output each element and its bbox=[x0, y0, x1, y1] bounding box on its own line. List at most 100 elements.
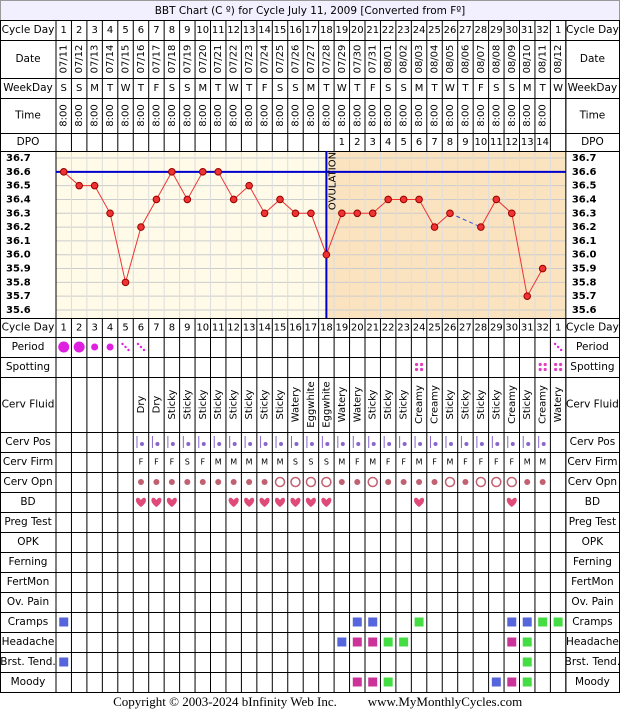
cycle-day: 25 bbox=[428, 25, 441, 36]
cycle-day: 27 bbox=[459, 323, 472, 334]
cycle-day: 9 bbox=[184, 323, 190, 334]
symptom-box bbox=[383, 677, 393, 687]
time: 8:00 bbox=[290, 104, 301, 126]
weekday: S bbox=[169, 83, 175, 94]
temp-point bbox=[492, 195, 501, 204]
time: 8:00 bbox=[167, 104, 178, 126]
cerv-fluid: Sticky bbox=[244, 389, 255, 419]
row-label: Period bbox=[12, 341, 45, 353]
cerv-fluid: Sticky bbox=[383, 389, 394, 419]
cerv-opn-open bbox=[274, 476, 286, 488]
date: 08/04 bbox=[430, 45, 441, 74]
cerv-opn-open bbox=[475, 476, 487, 488]
cerv-firm: F bbox=[401, 458, 406, 467]
cycle-day: 2 bbox=[76, 323, 82, 334]
weekday: M bbox=[523, 83, 532, 94]
cerv-firm: S bbox=[324, 458, 329, 467]
date: 07/21 bbox=[213, 45, 224, 74]
cerv-firm: M bbox=[524, 458, 531, 467]
time: 8:00 bbox=[136, 104, 147, 126]
date: 07/29 bbox=[337, 45, 348, 74]
date: 08/03 bbox=[414, 45, 425, 74]
cerv-firm: M bbox=[338, 458, 345, 467]
cycle-day: 1 bbox=[555, 25, 561, 36]
temp-point bbox=[291, 209, 300, 218]
temp-point bbox=[75, 181, 83, 190]
temp-point bbox=[137, 223, 145, 231]
cerv-firm: M bbox=[230, 458, 237, 467]
cerv-firm: M bbox=[539, 458, 546, 467]
cerv-fluid: Sticky bbox=[491, 389, 502, 419]
y-tick-label: 36.5 bbox=[6, 181, 31, 192]
cycle-day: 1 bbox=[555, 323, 561, 334]
row-label: Moody bbox=[11, 676, 46, 688]
cerv-pos-dot bbox=[371, 442, 376, 446]
cerv-opn-open bbox=[290, 476, 301, 488]
cycle-day: 9 bbox=[184, 25, 190, 36]
cycle-day: 5 bbox=[122, 25, 128, 36]
row-label-right: Ferning bbox=[573, 556, 612, 568]
date: 07/31 bbox=[368, 45, 379, 74]
spotting-dot bbox=[559, 362, 563, 367]
weekday: M bbox=[198, 83, 207, 94]
row-label: Spotting bbox=[6, 361, 50, 373]
spotting-dot bbox=[419, 362, 424, 367]
time: 8:00 bbox=[213, 104, 224, 126]
cerv-firm: F bbox=[386, 458, 391, 467]
temp-point bbox=[59, 168, 68, 176]
symptom-box bbox=[522, 637, 532, 647]
row-label: DPO bbox=[17, 136, 40, 148]
cerv-pos-dot bbox=[279, 442, 284, 446]
weekday: T bbox=[353, 83, 361, 94]
row-label: Cerv Pos bbox=[5, 436, 51, 448]
symptom-box bbox=[491, 677, 501, 687]
cerv-pos-dot bbox=[217, 442, 222, 446]
symptom-box bbox=[399, 637, 409, 647]
cycle-day: 27 bbox=[459, 25, 472, 36]
y-tick-label-right: 36.2 bbox=[572, 222, 597, 233]
symptom-box bbox=[368, 677, 378, 687]
spotting-dot bbox=[554, 367, 558, 372]
date: 08/12 bbox=[553, 45, 564, 74]
y-tick-label-right: 36.4 bbox=[572, 194, 597, 205]
postovulation-shade bbox=[326, 151, 566, 318]
cerv-fluid: Sticky bbox=[167, 389, 178, 419]
cerv-pos-dot bbox=[309, 442, 314, 446]
cerv-pos-dot bbox=[479, 442, 484, 446]
symptom-box bbox=[507, 617, 517, 627]
dpo: 11 bbox=[490, 137, 503, 148]
temp-point bbox=[353, 209, 362, 218]
date: 08/11 bbox=[538, 45, 549, 74]
cycle-day: 1 bbox=[61, 25, 67, 36]
cycle-day: 6 bbox=[138, 25, 144, 36]
cerv-firm: F bbox=[355, 458, 360, 467]
cerv-opn-closed bbox=[524, 479, 531, 485]
cycle-day: 3 bbox=[91, 323, 97, 334]
y-tick-label-right: 36.1 bbox=[572, 236, 597, 247]
cycle-day: 29 bbox=[490, 25, 503, 36]
temp-point bbox=[507, 209, 516, 218]
site-link: www.MyMonthlyCycles.com bbox=[368, 694, 522, 709]
cerv-opn-closed bbox=[338, 479, 345, 485]
cycle-day: 28 bbox=[475, 25, 488, 36]
row-label: BD bbox=[20, 496, 35, 508]
symptom-box bbox=[352, 677, 362, 687]
row-label: Headache bbox=[2, 636, 55, 648]
cycle-day: 15 bbox=[274, 25, 287, 36]
y-tick-label: 36.7 bbox=[6, 153, 31, 164]
symptom-box bbox=[352, 617, 362, 627]
symptom-box bbox=[553, 617, 563, 627]
cerv-opn-open bbox=[506, 476, 518, 488]
cerv-pos-dot bbox=[325, 442, 330, 446]
symptom-box bbox=[522, 617, 532, 627]
spotting-dot bbox=[414, 362, 419, 367]
period-light bbox=[91, 343, 99, 351]
weekday: T bbox=[245, 83, 253, 94]
row-label-right: Date bbox=[580, 53, 605, 65]
cycle-day: 26 bbox=[444, 25, 457, 36]
cerv-pos-dot bbox=[510, 442, 515, 446]
cerv-fluid: Creamy bbox=[414, 385, 425, 424]
weekday: W bbox=[445, 83, 455, 94]
date: 07/24 bbox=[260, 45, 271, 74]
cycle-day: 17 bbox=[305, 323, 318, 334]
